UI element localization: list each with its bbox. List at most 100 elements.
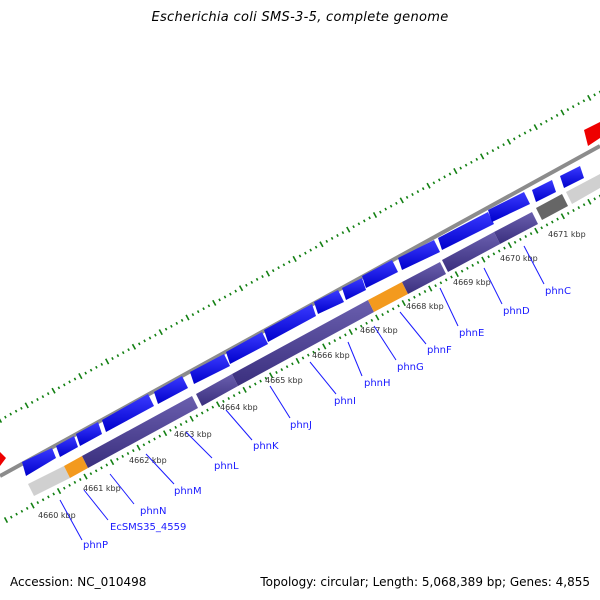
- tick-mark: [248, 385, 252, 389]
- outer-tick-row: [0, 90, 600, 423]
- tick-mark: [577, 102, 580, 106]
- tick-mark: [255, 277, 259, 281]
- tick-mark: [36, 398, 39, 401]
- cds-feature[interactable]: [56, 436, 78, 457]
- tick-mark: [507, 242, 513, 249]
- cds-feature[interactable]: [264, 304, 316, 342]
- tick-mark: [83, 473, 88, 480]
- tick-mark: [341, 231, 345, 235]
- gene-label-phnD[interactable]: phnD: [503, 306, 530, 317]
- kbp-label: 4667 kbp: [360, 326, 398, 335]
- cds-feature[interactable]: [232, 300, 374, 386]
- tick-mark: [434, 284, 437, 288]
- tick-mark: [497, 249, 501, 253]
- red-marker-left[interactable]: [0, 452, 6, 466]
- tick-mark: [148, 336, 152, 340]
- tick-mark: [405, 195, 409, 199]
- feature-highlight[interactable]: [368, 282, 408, 312]
- cds-feature[interactable]: [402, 262, 446, 294]
- tick-mark: [372, 212, 378, 218]
- kbp-label: 4662 kbp: [129, 456, 167, 465]
- tick-mark: [338, 336, 342, 340]
- cds-feature[interactable]: [190, 354, 230, 384]
- tick-mark: [41, 395, 45, 399]
- gene-label-phnJ[interactable]: phnJ: [290, 420, 312, 431]
- cds-feature[interactable]: [154, 376, 188, 404]
- cds-feature[interactable]: [560, 166, 584, 188]
- tick-mark: [503, 246, 506, 250]
- cds-feature[interactable]: [196, 374, 238, 406]
- cds-feature[interactable]: [494, 212, 538, 244]
- tick-mark: [105, 463, 109, 467]
- feature-highlight[interactable]: [64, 456, 88, 478]
- tick-mark: [131, 449, 135, 453]
- tick-mark: [432, 181, 436, 185]
- tick-mark: [437, 178, 441, 182]
- cds-feature[interactable]: [314, 290, 344, 314]
- tick-mark: [582, 99, 586, 103]
- tick-mark: [212, 299, 217, 306]
- cds-feature[interactable]: [398, 240, 440, 270]
- cds-feature[interactable]: [488, 192, 530, 222]
- cds-feature[interactable]: [362, 260, 398, 288]
- tick-mark: [566, 108, 570, 112]
- tick-mark: [428, 285, 433, 292]
- tick-mark: [131, 343, 137, 350]
- tick-mark: [94, 469, 98, 473]
- feature-light[interactable]: [28, 466, 70, 496]
- cds-feature[interactable]: [82, 396, 198, 468]
- tick-mark: [62, 383, 66, 387]
- tick-mark: [78, 373, 83, 380]
- feature-light[interactable]: [566, 174, 600, 204]
- cds-feature[interactable]: [438, 212, 494, 250]
- gene-label-phnH[interactable]: phnH: [364, 378, 391, 389]
- cds-feature[interactable]: [342, 278, 366, 300]
- tick-mark: [513, 240, 517, 244]
- cds-feature[interactable]: [532, 180, 556, 202]
- tick-mark: [560, 109, 565, 116]
- tick-mark: [577, 206, 581, 210]
- tick-mark: [391, 307, 395, 311]
- tick-mark: [271, 269, 275, 273]
- tick-mark: [476, 261, 480, 264]
- gene-label-phnL[interactable]: phnL: [214, 461, 239, 472]
- tick-mark: [381, 313, 384, 317]
- tick-mark: [275, 371, 278, 374]
- gene-label-phnC[interactable]: phnC: [545, 286, 571, 297]
- cds-feature[interactable]: [442, 232, 500, 272]
- tick-mark: [234, 289, 238, 293]
- tick-mark: [137, 342, 141, 346]
- tick-mark: [470, 160, 473, 164]
- kbp-label: 4663 kbp: [174, 430, 212, 439]
- gene-label-phnF[interactable]: phnF: [427, 345, 452, 356]
- tick-mark: [154, 333, 157, 337]
- cds-feature[interactable]: [22, 448, 56, 476]
- tick-mark: [550, 116, 554, 120]
- tick-mark: [207, 304, 211, 308]
- tick-mark: [30, 502, 35, 509]
- cds-feature[interactable]: [102, 394, 154, 432]
- tick-mark: [416, 190, 420, 194]
- tick-mark: [41, 498, 45, 502]
- cds-feature[interactable]: [226, 332, 268, 364]
- tick-mark: [175, 321, 179, 325]
- tick-mark: [15, 512, 18, 516]
- tick-mark: [550, 220, 554, 224]
- gene-label-phnI[interactable]: phnI: [334, 396, 356, 407]
- tick-mark: [30, 400, 34, 404]
- gene-label-phnM[interactable]: phnM: [174, 486, 202, 497]
- gene-label-phnN[interactable]: phnN: [140, 506, 167, 517]
- tick-mark: [158, 329, 163, 336]
- tick-mark: [370, 318, 374, 322]
- tick-mark: [365, 321, 368, 325]
- gene-label-phnK[interactable]: phnK: [253, 441, 279, 452]
- gene-label-phnG[interactable]: phnG: [397, 362, 424, 373]
- cds-feature[interactable]: [76, 422, 102, 446]
- gene-label-EcSMS35_4559[interactable]: EcSMS35_4559: [110, 522, 186, 533]
- feature-gray[interactable]: [536, 194, 568, 220]
- red-marker-right[interactable]: [584, 122, 600, 146]
- gene-label-phnE[interactable]: phnE: [459, 328, 484, 339]
- gene-label-phnP[interactable]: phnP: [83, 540, 108, 551]
- tick-mark: [333, 339, 337, 343]
